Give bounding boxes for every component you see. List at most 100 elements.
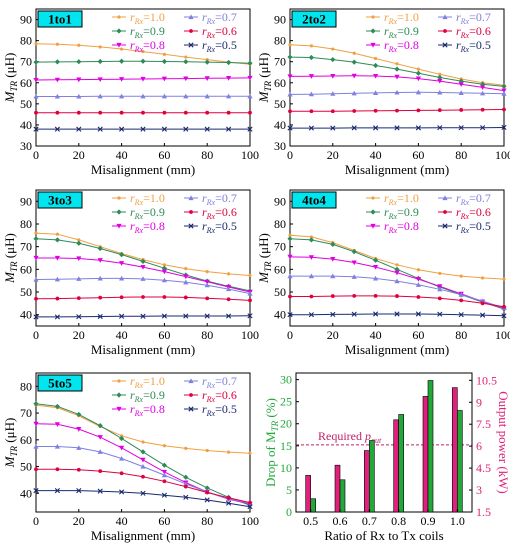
data-point-r06 <box>183 110 188 115</box>
data-point-r10 <box>288 43 292 47</box>
data-point-r06 <box>183 484 188 489</box>
data-point-r10 <box>77 43 81 47</box>
legend-entry-r09: rRx=0.9 <box>130 24 165 40</box>
data-point-r06 <box>162 479 167 484</box>
legend-symbol: r <box>456 219 461 233</box>
legend-swatch-marker <box>189 393 193 397</box>
data-point-r05 <box>394 125 400 131</box>
x-tick-label: 80 <box>455 148 467 162</box>
legend-value: =0.6 <box>215 388 237 402</box>
data-point-r10 <box>184 55 188 59</box>
legend-subscript: Rx <box>134 226 144 235</box>
legend-symbol: r <box>202 38 207 52</box>
legend-symbol: r <box>202 24 207 38</box>
data-point-r08 <box>287 74 293 80</box>
y-axis-label-symbol: M <box>2 455 17 468</box>
legend-value: =0.5 <box>215 402 237 416</box>
data-point-r06 <box>55 110 60 115</box>
data-point-r06 <box>373 293 378 298</box>
line-chart-1to1: 0 20 40 60 80 100 30 40 50 60 70 80 90 Misalignment (… <box>2 8 259 177</box>
data-point-r05 <box>458 312 464 318</box>
data-point-r08 <box>330 73 336 79</box>
data-point-r07 <box>373 275 379 281</box>
x-tick-label: 40 <box>370 328 382 342</box>
legend-subscript: Rx <box>388 31 398 40</box>
data-point-r06 <box>248 500 252 505</box>
bar-drop-mtr <box>427 380 434 513</box>
legend-subscript: Rx <box>134 381 144 390</box>
legend-swatch-marker <box>442 14 448 20</box>
y-axis-label-unit: (μH) <box>2 53 17 81</box>
y-tick-label: 30 <box>20 139 32 153</box>
legend-value: =0.6 <box>469 24 491 38</box>
data-point-r09 <box>183 474 189 480</box>
x-tick-label: 0.7 <box>362 514 377 528</box>
legend-swatch-marker <box>188 195 194 201</box>
data-point-r05 <box>394 311 400 317</box>
threshold-label-text: Required <box>318 429 365 443</box>
data-point-r08 <box>183 274 189 280</box>
legend-entry-r09: rRx=0.9 <box>384 205 419 221</box>
data-point-r07 <box>287 273 293 279</box>
data-point-r06 <box>205 296 210 301</box>
data-point-r05 <box>119 126 125 132</box>
data-point-r08 <box>501 88 507 94</box>
y-axis-label: MTR (μH) <box>2 233 19 284</box>
legend-swatch-marker <box>116 392 122 398</box>
data-point-r07 <box>76 93 82 99</box>
data-point-r05 <box>183 494 189 500</box>
x-tick-label: 20 <box>327 328 339 342</box>
data-point-r07 <box>480 90 486 96</box>
legend-entry-r08: rRx=0.8 <box>130 38 165 54</box>
data-point-r07 <box>437 286 443 292</box>
bar-drop-mtr <box>310 498 316 513</box>
legend-subscript: Rx <box>206 409 216 418</box>
data-point-r07 <box>351 90 357 96</box>
bar-drop-mtr <box>369 440 375 513</box>
x-tick-label: 60 <box>158 148 170 162</box>
data-point-r06 <box>76 467 81 472</box>
data-point-r09 <box>76 411 82 418</box>
data-point-r10 <box>98 45 102 49</box>
y-left-tick-label: 15 <box>280 439 292 453</box>
y-axis-label-unit: (μH) <box>256 53 271 81</box>
y-axis-label: MTR (μH) <box>256 233 273 284</box>
x-tick-label: 0 <box>33 328 39 342</box>
data-point-r09 <box>183 59 189 65</box>
data-point-r07 <box>54 93 60 99</box>
y-right-tick-label: 7.5 <box>476 417 491 431</box>
legend-subscript: Rx <box>206 31 216 40</box>
data-point-r09 <box>204 485 210 491</box>
data-point-r09 <box>373 257 379 263</box>
x-tick-label: 20 <box>73 148 85 162</box>
data-point-r06 <box>480 301 485 306</box>
y-tick-label: 90 <box>274 194 286 208</box>
y-tick-label: 80 <box>274 217 286 231</box>
x-tick-label: 60 <box>412 148 424 162</box>
y-tick-label: 60 <box>20 76 32 90</box>
data-point-r06 <box>141 295 145 299</box>
data-point-r07 <box>415 282 421 287</box>
legend-value: =0.5 <box>469 219 491 233</box>
panel-badge <box>37 191 83 209</box>
data-point-r08 <box>437 79 443 84</box>
data-point-r09 <box>33 236 39 242</box>
data-point-r10 <box>309 235 313 239</box>
y-axis-label: MTR (μH) <box>2 53 19 104</box>
data-point-r09 <box>415 70 421 76</box>
x-tick-label: 100 <box>495 148 510 162</box>
data-point-r08 <box>204 76 210 81</box>
legend-symbol: r <box>130 205 135 219</box>
y-left-axis-label-unit: (%) <box>263 398 278 421</box>
legend-swatch-marker <box>442 223 448 229</box>
legend-entry-r10: rRx=1.0 <box>130 191 165 207</box>
y-axis-label-symbol: M <box>256 271 271 284</box>
legend-entry-r10: rRx=1.0 <box>130 374 165 390</box>
data-point-r05 <box>480 125 486 131</box>
data-point-r06 <box>76 296 81 301</box>
legend-symbol: r <box>130 374 135 388</box>
data-point-r09 <box>140 58 146 64</box>
legend-symbol: r <box>202 388 207 402</box>
x-tick-label: 100 <box>241 514 259 528</box>
legend-value: =0.9 <box>143 388 165 402</box>
